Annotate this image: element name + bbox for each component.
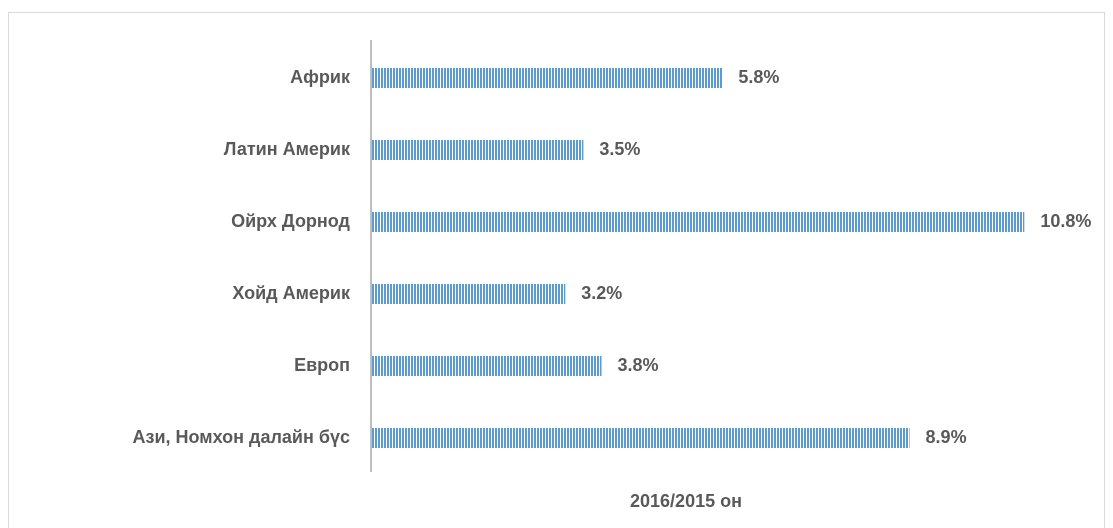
x-axis-label: 2016/2015 он [630,491,742,511]
value-label: 3.5% [599,139,640,159]
value-label: 3.8% [618,355,659,375]
chart-frame [8,12,1105,528]
value-label: 5.8% [738,67,779,87]
category-label: Ойрх Дорнод [231,211,350,231]
bar [372,284,566,304]
bar [372,140,584,160]
category-label: Африк [290,67,351,87]
bar [372,68,723,88]
bar [372,428,910,448]
bar [372,212,1025,232]
value-label: 10.8% [1040,211,1091,231]
value-label: 8.9% [926,427,967,447]
category-label: Латин Америк [224,139,351,159]
bar [372,356,602,376]
category-label: Хойд Америк [232,283,351,303]
value-label: 3.2% [581,283,622,303]
category-label: Ази, Номхон далайн бүс [133,427,350,447]
category-label: Европ [294,355,350,375]
